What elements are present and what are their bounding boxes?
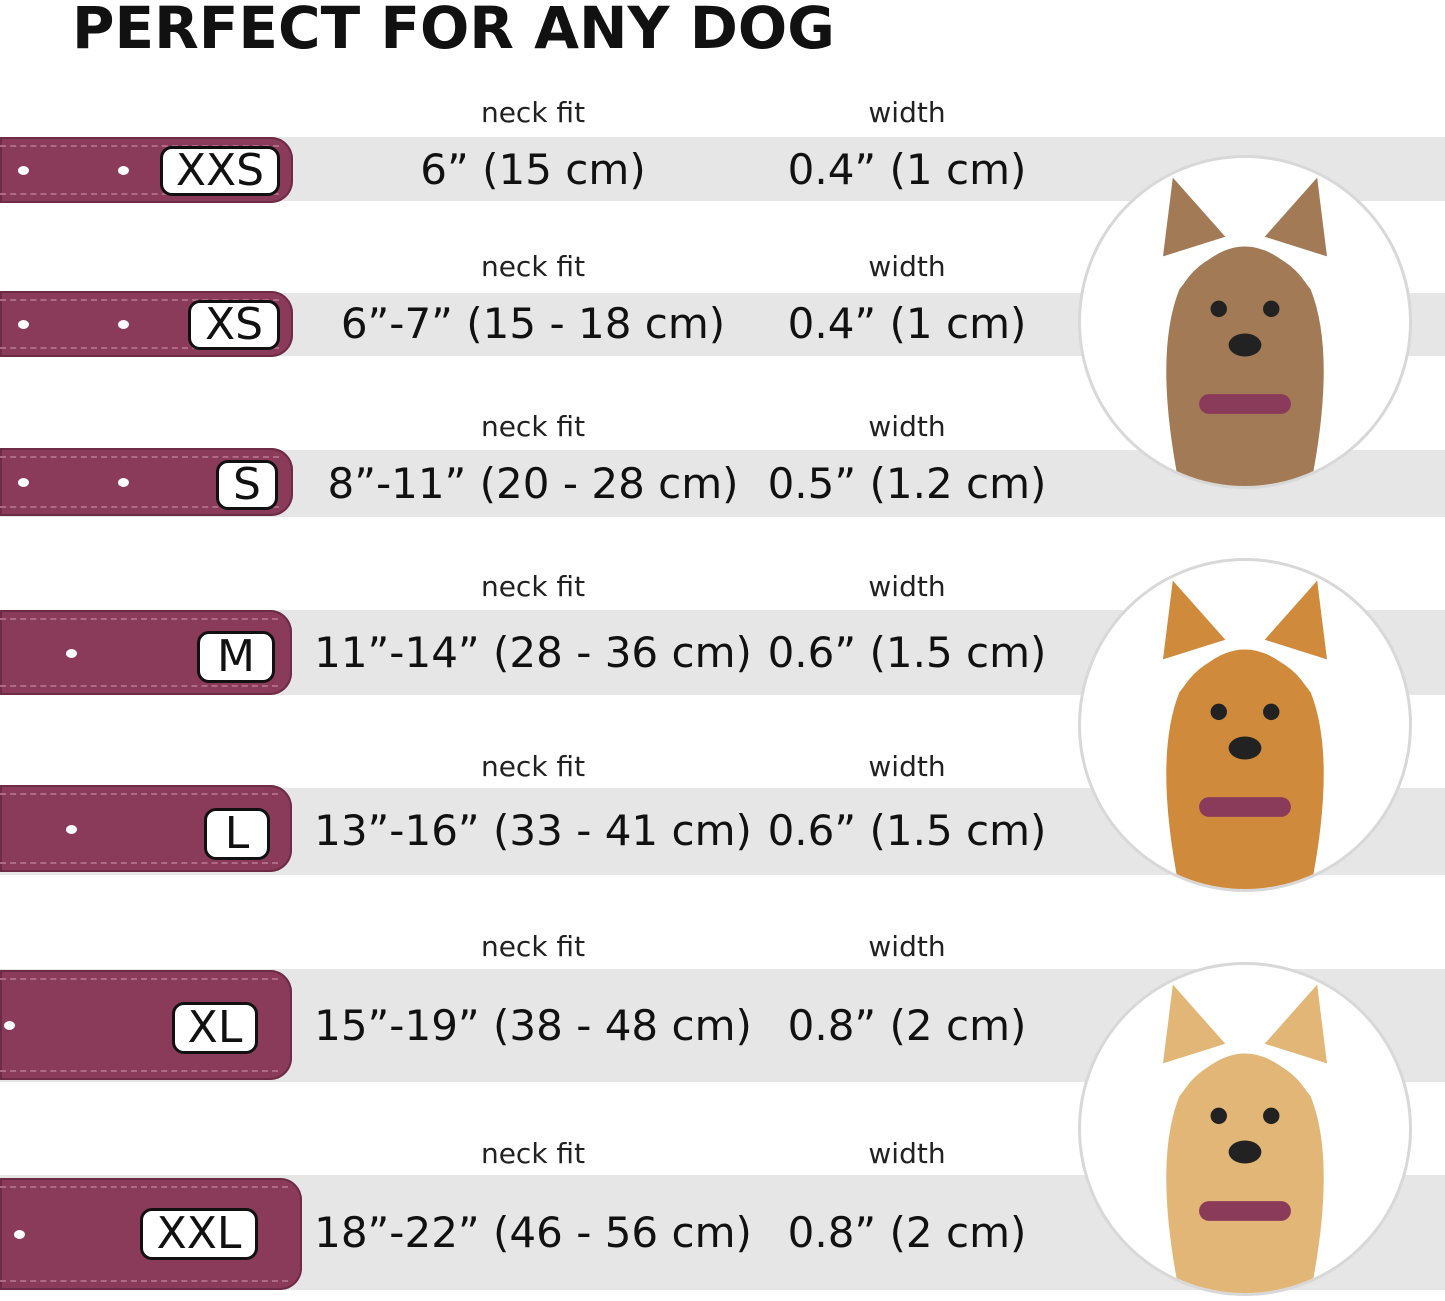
width-label: width [868,570,946,603]
collar-stitching [0,793,278,795]
collar-hole [66,824,77,834]
collar-stitching [0,506,279,508]
corgi-dog-photo [1078,558,1412,892]
width-label: width [868,1137,946,1170]
neck-fit-label: neck fit [480,250,586,283]
size-tag: M [197,631,275,683]
neck-fit-label: neck fit [480,410,586,443]
dog-icon [1163,580,1327,889]
collar-stitching [0,1186,288,1188]
neck-fit-label: neck fit [480,930,586,963]
width-label: width [868,750,946,783]
collar-hole [118,166,129,175]
neck-fit-label: neck fit [480,750,586,783]
neck-fit-value: 13”-16” (33 - 41 cm) [314,806,752,855]
collar-hole [66,648,77,658]
collar-hole [18,320,29,329]
neck-fit-value: 18”-22” (46 - 56 cm) [314,1208,752,1257]
dog-icon [1163,177,1327,486]
collar-hole [14,1230,25,1239]
neck-fit-label: neck fit [480,96,586,129]
size-tag: XXL [140,1208,258,1260]
collar-stitching [0,978,278,980]
collar-stitching [0,299,279,301]
collar-hole [4,1021,15,1030]
width-value: 0.8” (2 cm) [787,1208,1027,1257]
neck-fit-value: 6”-7” (15 - 18 cm) [340,299,726,348]
size-tag: L [204,808,270,860]
width-label: width [868,96,946,129]
neck-fit-label: neck fit [480,570,586,603]
collar-stitching [0,862,278,864]
collar-stitching [0,1280,288,1282]
neck-fit-value: 8”-11” (20 - 28 cm) [327,459,739,508]
width-value: 0.6” (1.5 cm) [767,806,1047,855]
dog-icon [1163,984,1327,1293]
neck-fit-value: 15”-19” (38 - 48 cm) [314,1001,752,1050]
width-label: width [868,410,946,443]
collar-stitching [0,193,279,195]
collar-hole [18,478,29,487]
collar-stitching [0,145,279,147]
collar-image [0,970,292,1080]
collar-stitching [0,456,279,458]
size-tag: XXS [160,146,280,196]
collar-hole [118,478,129,487]
width-value: 0.8” (2 cm) [787,1001,1027,1050]
terrier-dog-photo [1078,155,1412,489]
labrador-dog-photo [1078,962,1412,1296]
width-label: width [868,250,946,283]
collar-hole [18,166,29,175]
collar-stitching [0,347,279,349]
size-tag: S [216,460,278,510]
collar-stitching [0,618,278,620]
size-tag: XS [188,300,280,350]
neck-fit-value: 6” (15 cm) [420,145,646,194]
size-tag: XL [172,1002,258,1054]
width-value: 0.6” (1.5 cm) [767,628,1047,677]
width-value: 0.4” (1 cm) [787,299,1027,348]
neck-fit-label: neck fit [480,1137,586,1170]
collar-hole [118,320,129,329]
page-title: PERFECT FOR ANY DOG [72,0,835,62]
neck-fit-value: 11”-14” (28 - 36 cm) [314,628,752,677]
collar-stitching [0,1070,278,1072]
width-value: 0.4” (1 cm) [787,145,1027,194]
width-value: 0.5” (1.2 cm) [767,459,1047,508]
collar-stitching [0,685,278,687]
width-label: width [868,930,946,963]
